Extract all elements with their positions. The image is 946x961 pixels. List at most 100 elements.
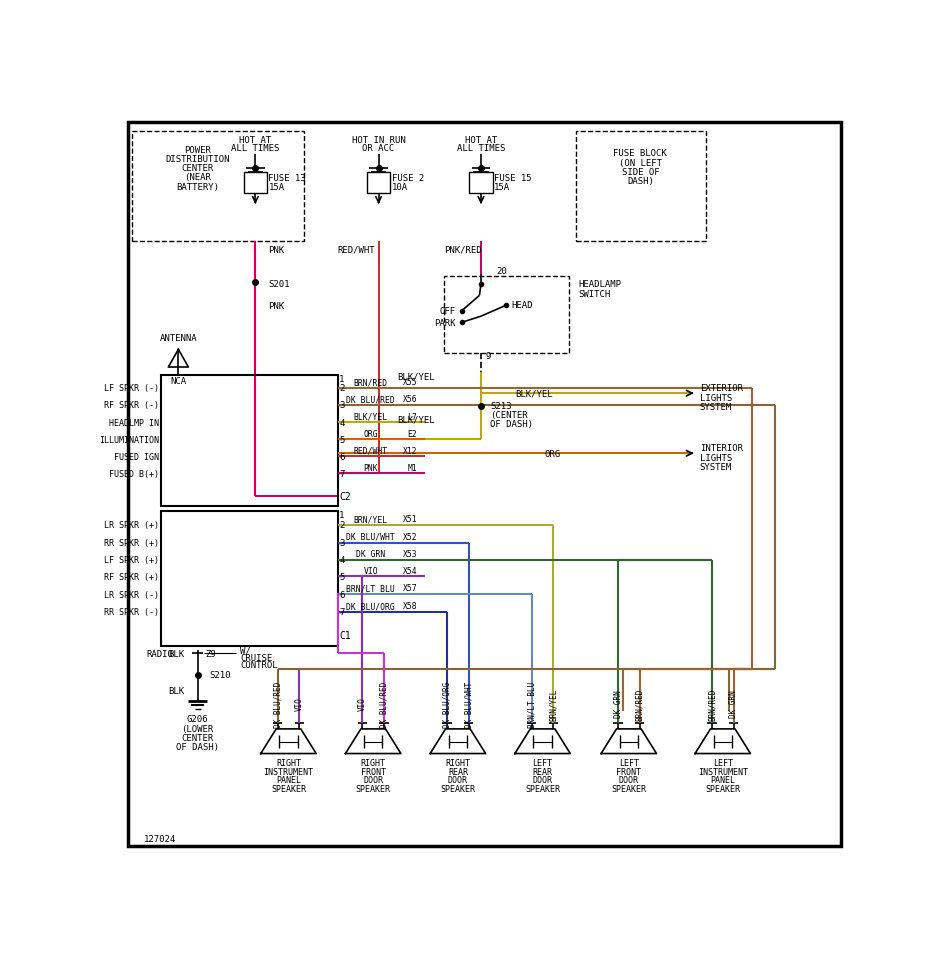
Text: RIGHT: RIGHT (360, 758, 386, 768)
Text: REAR: REAR (533, 767, 552, 776)
Text: BLK/YEL: BLK/YEL (354, 412, 388, 421)
Text: VIO: VIO (363, 566, 378, 576)
Text: SPEAKER: SPEAKER (706, 784, 741, 793)
Text: CENTER: CENTER (182, 164, 214, 173)
Text: 6: 6 (340, 453, 344, 461)
Text: PNK/RED: PNK/RED (444, 245, 482, 255)
Text: FUSED IGN: FUSED IGN (114, 453, 159, 461)
Text: VIO: VIO (358, 697, 367, 711)
Text: 2: 2 (340, 383, 344, 393)
Text: 5: 5 (340, 435, 344, 444)
Text: LEFT: LEFT (533, 758, 552, 768)
Text: HEADLAMP: HEADLAMP (578, 280, 621, 289)
Text: BLK: BLK (168, 650, 184, 658)
Text: DK GRN: DK GRN (357, 550, 385, 558)
Text: NCA: NCA (170, 376, 186, 385)
Text: BLK: BLK (168, 686, 184, 695)
Text: DOOR: DOOR (619, 776, 639, 784)
Text: BRN/LT BLU: BRN/LT BLU (527, 680, 536, 727)
Text: LR SPKR (-): LR SPKR (-) (104, 590, 159, 599)
Text: BRN/RED: BRN/RED (354, 378, 388, 386)
Text: DISTRIBUTION: DISTRIBUTION (166, 155, 230, 163)
Text: X52: X52 (402, 532, 417, 541)
Text: ORG: ORG (544, 450, 560, 458)
Text: BLK/YEL: BLK/YEL (515, 389, 552, 398)
Text: SPEAKER: SPEAKER (271, 784, 306, 793)
Text: DOOR: DOOR (447, 776, 468, 784)
Text: OF DASH): OF DASH) (490, 420, 534, 429)
Text: RR SPKR (-): RR SPKR (-) (104, 607, 159, 617)
Text: (ON LEFT: (ON LEFT (619, 159, 662, 167)
Text: X57: X57 (402, 584, 417, 593)
Text: ALL TIMES: ALL TIMES (457, 144, 505, 153)
Text: LEFT: LEFT (712, 758, 733, 768)
Text: INTERIOR: INTERIOR (700, 444, 743, 453)
Text: POWER: POWER (184, 145, 211, 155)
Text: SYSTEM: SYSTEM (700, 403, 732, 411)
Bar (161, 376, 338, 506)
Text: PANEL: PANEL (276, 776, 301, 784)
Text: 10A: 10A (392, 184, 408, 192)
Text: DK BLU/RED: DK BLU/RED (379, 680, 389, 727)
Text: 7: 7 (340, 607, 344, 617)
Text: SPEAKER: SPEAKER (611, 784, 646, 793)
Text: RIGHT: RIGHT (446, 758, 470, 768)
Text: SYSTEM: SYSTEM (700, 462, 732, 471)
Text: X55: X55 (402, 378, 417, 386)
Text: 20: 20 (497, 267, 507, 276)
Text: PARK: PARK (434, 318, 456, 328)
Text: 4: 4 (340, 555, 344, 564)
Text: OR ACC: OR ACC (362, 144, 394, 153)
Text: HEAD: HEAD (512, 301, 534, 309)
Bar (444, 277, 569, 354)
Text: DK GRN: DK GRN (614, 690, 622, 718)
Text: CENTER: CENTER (182, 733, 214, 742)
Text: 1: 1 (340, 375, 344, 383)
Text: HEADLMP IN: HEADLMP IN (109, 418, 159, 428)
Text: CONTROL: CONTROL (240, 661, 277, 670)
Bar (244, 173, 267, 194)
Text: DK BLU/ORG: DK BLU/ORG (443, 680, 451, 727)
Text: RIGHT: RIGHT (276, 758, 301, 768)
Text: DK BLU/WHT: DK BLU/WHT (346, 532, 395, 541)
Text: RED/WHT: RED/WHT (338, 245, 376, 255)
Text: FRONT: FRONT (616, 767, 641, 776)
Text: LIGHTS: LIGHTS (700, 454, 732, 462)
Text: SPEAKER: SPEAKER (525, 784, 560, 793)
Text: S201: S201 (269, 280, 290, 289)
Text: FUSE 2: FUSE 2 (392, 174, 424, 183)
Text: (CENTER: (CENTER (490, 410, 528, 420)
Text: RF SPKR (-): RF SPKR (-) (104, 401, 159, 409)
Text: DK BLU/WHT: DK BLU/WHT (464, 680, 473, 727)
Text: ALL TIMES: ALL TIMES (231, 144, 280, 153)
Text: DK BLU/RED: DK BLU/RED (346, 395, 395, 404)
Text: SPEAKER: SPEAKER (441, 784, 476, 793)
Text: HOT IN RUN: HOT IN RUN (352, 136, 406, 145)
Text: C2: C2 (340, 491, 351, 501)
Bar (576, 133, 706, 242)
Text: DOOR: DOOR (533, 776, 552, 784)
Text: 6: 6 (340, 590, 344, 599)
Text: L7: L7 (408, 412, 417, 421)
Text: FUSE 13: FUSE 13 (269, 174, 307, 183)
Text: (NEAR: (NEAR (184, 173, 211, 183)
Text: FRONT: FRONT (360, 767, 386, 776)
Text: W/: W/ (240, 646, 251, 654)
Text: 127024: 127024 (144, 834, 176, 843)
Text: X53: X53 (402, 550, 417, 558)
Text: BRN/YEL: BRN/YEL (354, 515, 388, 524)
Text: 3: 3 (340, 401, 344, 409)
Text: LR SPKR (+): LR SPKR (+) (104, 521, 159, 530)
Text: 2: 2 (340, 521, 344, 530)
Text: RED/WHT: RED/WHT (354, 446, 388, 456)
Text: S213: S213 (490, 402, 512, 410)
Text: ORG: ORG (363, 430, 378, 438)
Text: X12: X12 (402, 446, 417, 456)
Text: RF SPKR (+): RF SPKR (+) (104, 573, 159, 581)
Text: FUSED B(+): FUSED B(+) (109, 469, 159, 479)
Text: E2: E2 (408, 430, 417, 438)
Text: X56: X56 (402, 395, 417, 404)
Text: LF SPKR (+): LF SPKR (+) (104, 555, 159, 564)
Text: 15A: 15A (494, 184, 510, 192)
Text: 7: 7 (340, 469, 344, 479)
